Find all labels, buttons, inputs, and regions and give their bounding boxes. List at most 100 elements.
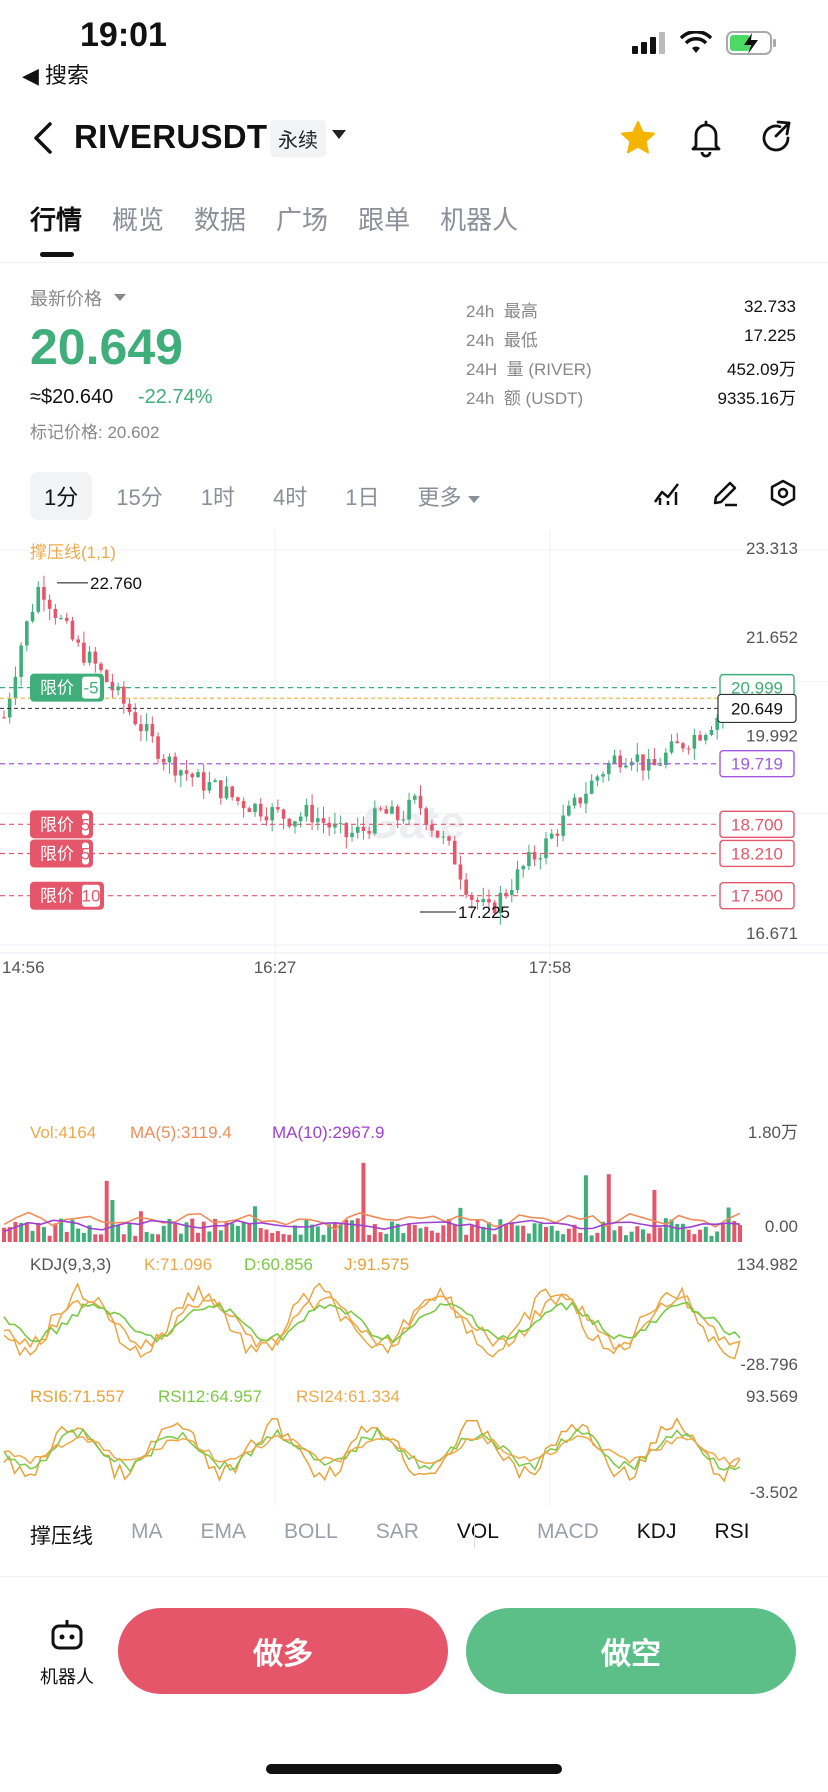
volume-bar bbox=[116, 1224, 121, 1242]
tab-square[interactable]: 广场 bbox=[276, 205, 329, 235]
ind-tab-boll[interactable]: BOLL bbox=[284, 1520, 338, 1543]
indicator-icon[interactable] bbox=[652, 478, 682, 508]
volume-bar bbox=[2, 1227, 6, 1242]
candle-body bbox=[247, 808, 252, 813]
volume-bar bbox=[663, 1218, 668, 1242]
bell-icon[interactable] bbox=[686, 118, 726, 158]
ind-tab-sar[interactable]: SAR bbox=[375, 1520, 419, 1543]
candle-body bbox=[390, 806, 394, 814]
order-label: 限价 bbox=[40, 815, 74, 834]
candle-body bbox=[515, 869, 520, 891]
candle-body bbox=[270, 807, 274, 821]
candle-body bbox=[652, 758, 657, 766]
interval-1m[interactable]: 1分 bbox=[30, 472, 93, 520]
volume-bar bbox=[698, 1229, 703, 1242]
volume-bar bbox=[372, 1224, 377, 1242]
ind-tab-support[interactable]: 撑压线 bbox=[30, 1525, 93, 1548]
short-button[interactable]: 做空 bbox=[466, 1608, 796, 1694]
candle-body bbox=[658, 764, 662, 766]
volume-bar bbox=[669, 1219, 674, 1242]
candle-body bbox=[703, 734, 708, 741]
order-qty-box bbox=[82, 884, 100, 907]
ind-tab-kdj[interactable]: KDJ bbox=[636, 1520, 677, 1543]
stat-value: 17.225 bbox=[744, 326, 796, 345]
ind-tab-macd[interactable]: MACD bbox=[536, 1520, 599, 1543]
interval-4h[interactable]: 4时 bbox=[272, 485, 308, 510]
share-icon[interactable] bbox=[756, 118, 796, 158]
interval-15m[interactable]: 15分 bbox=[116, 485, 163, 510]
candle-body bbox=[2, 717, 6, 719]
favorite-star-icon[interactable] bbox=[618, 118, 658, 158]
ind-tab-rsi[interactable]: RSI bbox=[714, 1520, 750, 1543]
candle-body bbox=[464, 879, 468, 895]
volume-bar bbox=[703, 1226, 708, 1242]
volume-bar bbox=[36, 1222, 41, 1242]
stat-key: 最低 bbox=[503, 331, 538, 350]
tab-data[interactable]: 数据 bbox=[194, 205, 247, 235]
ind-tab-ma[interactable]: MA bbox=[131, 1520, 163, 1543]
candle-body bbox=[384, 809, 389, 814]
volume-bar bbox=[270, 1233, 275, 1242]
back-to-search-link[interactable]: ◀ 搜索 bbox=[22, 63, 90, 88]
tab-market[interactable]: 行情 bbox=[30, 205, 83, 235]
divider bbox=[474, 1522, 475, 1548]
back-arrow-icon[interactable] bbox=[28, 118, 58, 158]
volume-bar bbox=[264, 1229, 269, 1242]
kdj-d-line bbox=[3, 1301, 741, 1344]
ind-tab-vol[interactable]: VOL bbox=[456, 1520, 499, 1543]
volume-bar bbox=[298, 1234, 303, 1242]
tab-robot[interactable]: 机器人 bbox=[440, 205, 519, 235]
price-line-tag bbox=[719, 810, 795, 839]
interval-1h[interactable]: 1时 bbox=[200, 485, 235, 510]
kdj-axis-bottom: -28.796 bbox=[740, 1355, 798, 1374]
interval-1d[interactable]: 1日 bbox=[345, 485, 380, 510]
contract-type-badge[interactable]: 永续 bbox=[270, 120, 326, 157]
pencil-icon[interactable] bbox=[710, 478, 740, 508]
interval-more[interactable]: 更多 bbox=[403, 472, 493, 520]
rsi24-label: RSI24:61.334 bbox=[296, 1387, 400, 1406]
stat-value: 452.09万 bbox=[727, 360, 796, 379]
tab-copy-trade[interactable]: 跟单 bbox=[358, 205, 411, 235]
vol-axis-bottom: 0.00 bbox=[765, 1217, 798, 1236]
volume-bar bbox=[618, 1226, 623, 1242]
volume-bar bbox=[47, 1235, 52, 1242]
candle-body bbox=[549, 833, 554, 839]
candle-body bbox=[641, 754, 645, 771]
volume-bar bbox=[635, 1226, 640, 1242]
volume-bar bbox=[133, 1235, 138, 1242]
robot-button[interactable]: 机器人 bbox=[36, 1618, 98, 1689]
rsi6-label: RSI6:71.557 bbox=[30, 1387, 125, 1406]
active-tab-indicator bbox=[40, 252, 74, 257]
settings-hexagon-icon[interactable] bbox=[768, 478, 798, 508]
time-axis-label: 14:56 bbox=[2, 958, 45, 977]
volume-bar bbox=[213, 1218, 218, 1242]
long-button[interactable]: 做多 bbox=[118, 1608, 448, 1694]
volume-bar bbox=[207, 1231, 212, 1242]
price-line-label: 20.999 bbox=[731, 679, 783, 698]
candle-body bbox=[321, 818, 326, 823]
candle-body bbox=[498, 892, 503, 914]
candle-body bbox=[327, 822, 332, 828]
tab-overview[interactable]: 概览 bbox=[112, 205, 165, 235]
contract-dropdown-icon[interactable] bbox=[332, 130, 346, 139]
volume-bar bbox=[292, 1225, 297, 1242]
volume-bar bbox=[338, 1224, 343, 1242]
volume-bar bbox=[486, 1222, 491, 1242]
pair-title[interactable]: RIVERUSDT bbox=[74, 118, 268, 155]
volume-bar bbox=[7, 1227, 12, 1242]
candle-body bbox=[293, 821, 297, 827]
current-price-tag bbox=[717, 693, 797, 724]
volume-bar bbox=[395, 1223, 400, 1242]
candle-body bbox=[487, 899, 491, 903]
candle-body bbox=[686, 748, 691, 750]
latest-price-label[interactable]: 最新价格 bbox=[30, 289, 102, 309]
vol-label: Vol:4164 bbox=[30, 1123, 96, 1142]
ind-tab-ema[interactable]: EMA bbox=[200, 1520, 247, 1543]
volume-bar bbox=[555, 1230, 560, 1242]
volume-bar bbox=[304, 1218, 309, 1242]
candle-body bbox=[236, 797, 240, 801]
price-type-dropdown-icon[interactable] bbox=[114, 294, 126, 301]
robot-icon bbox=[51, 1620, 83, 1650]
volume-bar bbox=[24, 1222, 29, 1242]
